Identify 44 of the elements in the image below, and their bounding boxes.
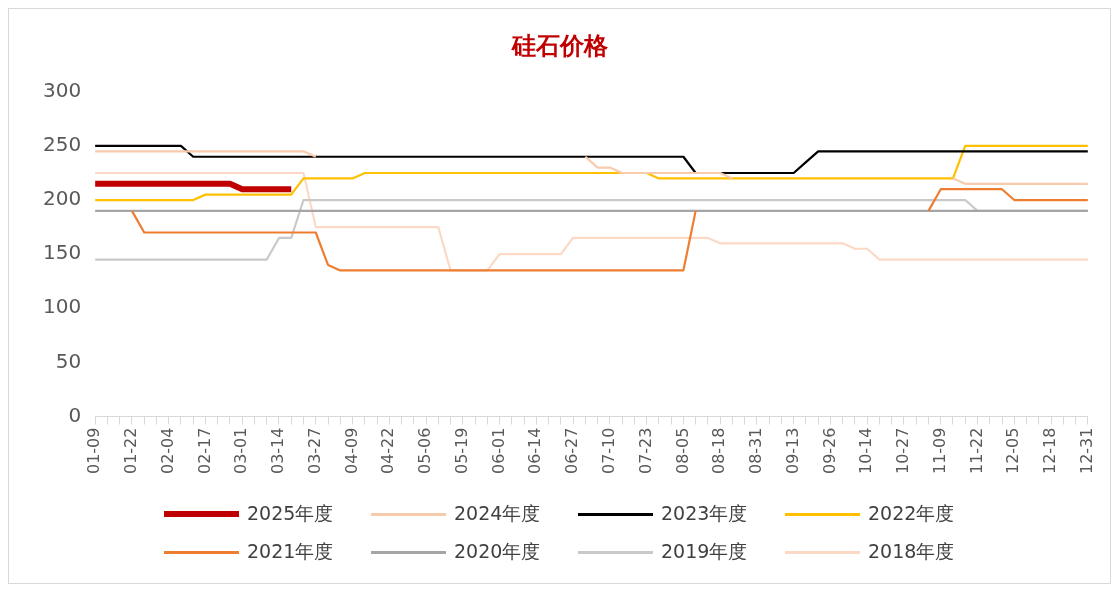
x-tick-label: 12-18 [1040, 427, 1060, 475]
x-tick-label: 06-14 [525, 427, 545, 475]
x-tick-label: 06-27 [562, 427, 582, 475]
legend-label: 2024年度 [454, 501, 541, 526]
x-tick-label: 07-23 [635, 427, 655, 475]
x-tick-label: 02-04 [157, 427, 177, 475]
x-tick-label: 01-22 [121, 427, 141, 475]
legend-label: 2022年度 [868, 501, 955, 526]
x-tick-label: 09-26 [819, 427, 839, 475]
x-tick-label: 10-27 [893, 427, 913, 475]
legend-label: 2019年度 [661, 539, 748, 564]
y-tick-label: 250 [42, 132, 82, 157]
y-tick-label: 200 [42, 186, 82, 211]
x-tick-label: 12-31 [1076, 427, 1096, 475]
x-tick-label: 03-27 [304, 427, 324, 475]
x-tick-label: 09-13 [782, 427, 802, 475]
x-tick-label: 08-18 [709, 427, 729, 475]
legend-label: 2021年度 [247, 539, 334, 564]
x-tick-label: 08-05 [672, 427, 692, 475]
x-tick-label: 07-10 [599, 427, 619, 475]
x-tick-label: 03-14 [268, 427, 288, 475]
x-tick-label: 12-05 [1003, 427, 1023, 475]
x-tick-label: 10-14 [856, 427, 876, 475]
legend-label: 2020年度 [454, 539, 541, 564]
x-tick-label: 06-01 [488, 427, 508, 475]
x-tick-label: 01-09 [84, 427, 104, 475]
legend-label: 2023年度 [661, 501, 748, 526]
x-tick-label: 04-22 [378, 427, 398, 475]
x-tick-label: 11-09 [929, 427, 949, 475]
y-tick-label: 100 [42, 294, 82, 319]
x-tick-label: 04-09 [341, 427, 361, 475]
x-tick-label: 05-06 [415, 427, 435, 475]
y-tick-label: 300 [42, 78, 82, 102]
legend-label: 2025年度 [247, 501, 334, 526]
x-tick-label: 02-17 [194, 427, 214, 475]
y-tick-label: 150 [42, 240, 82, 265]
x-tick-label: 11-22 [966, 427, 986, 475]
x-tick-label: 05-19 [451, 427, 471, 475]
y-tick-label: 0 [68, 402, 82, 427]
x-tick-label: 08-31 [746, 427, 766, 475]
x-tick-label: 03-01 [231, 427, 251, 475]
y-tick-label: 50 [55, 348, 82, 373]
legend-label: 2018年度 [868, 539, 955, 564]
chart-title: 硅石价格 [510, 30, 609, 60]
